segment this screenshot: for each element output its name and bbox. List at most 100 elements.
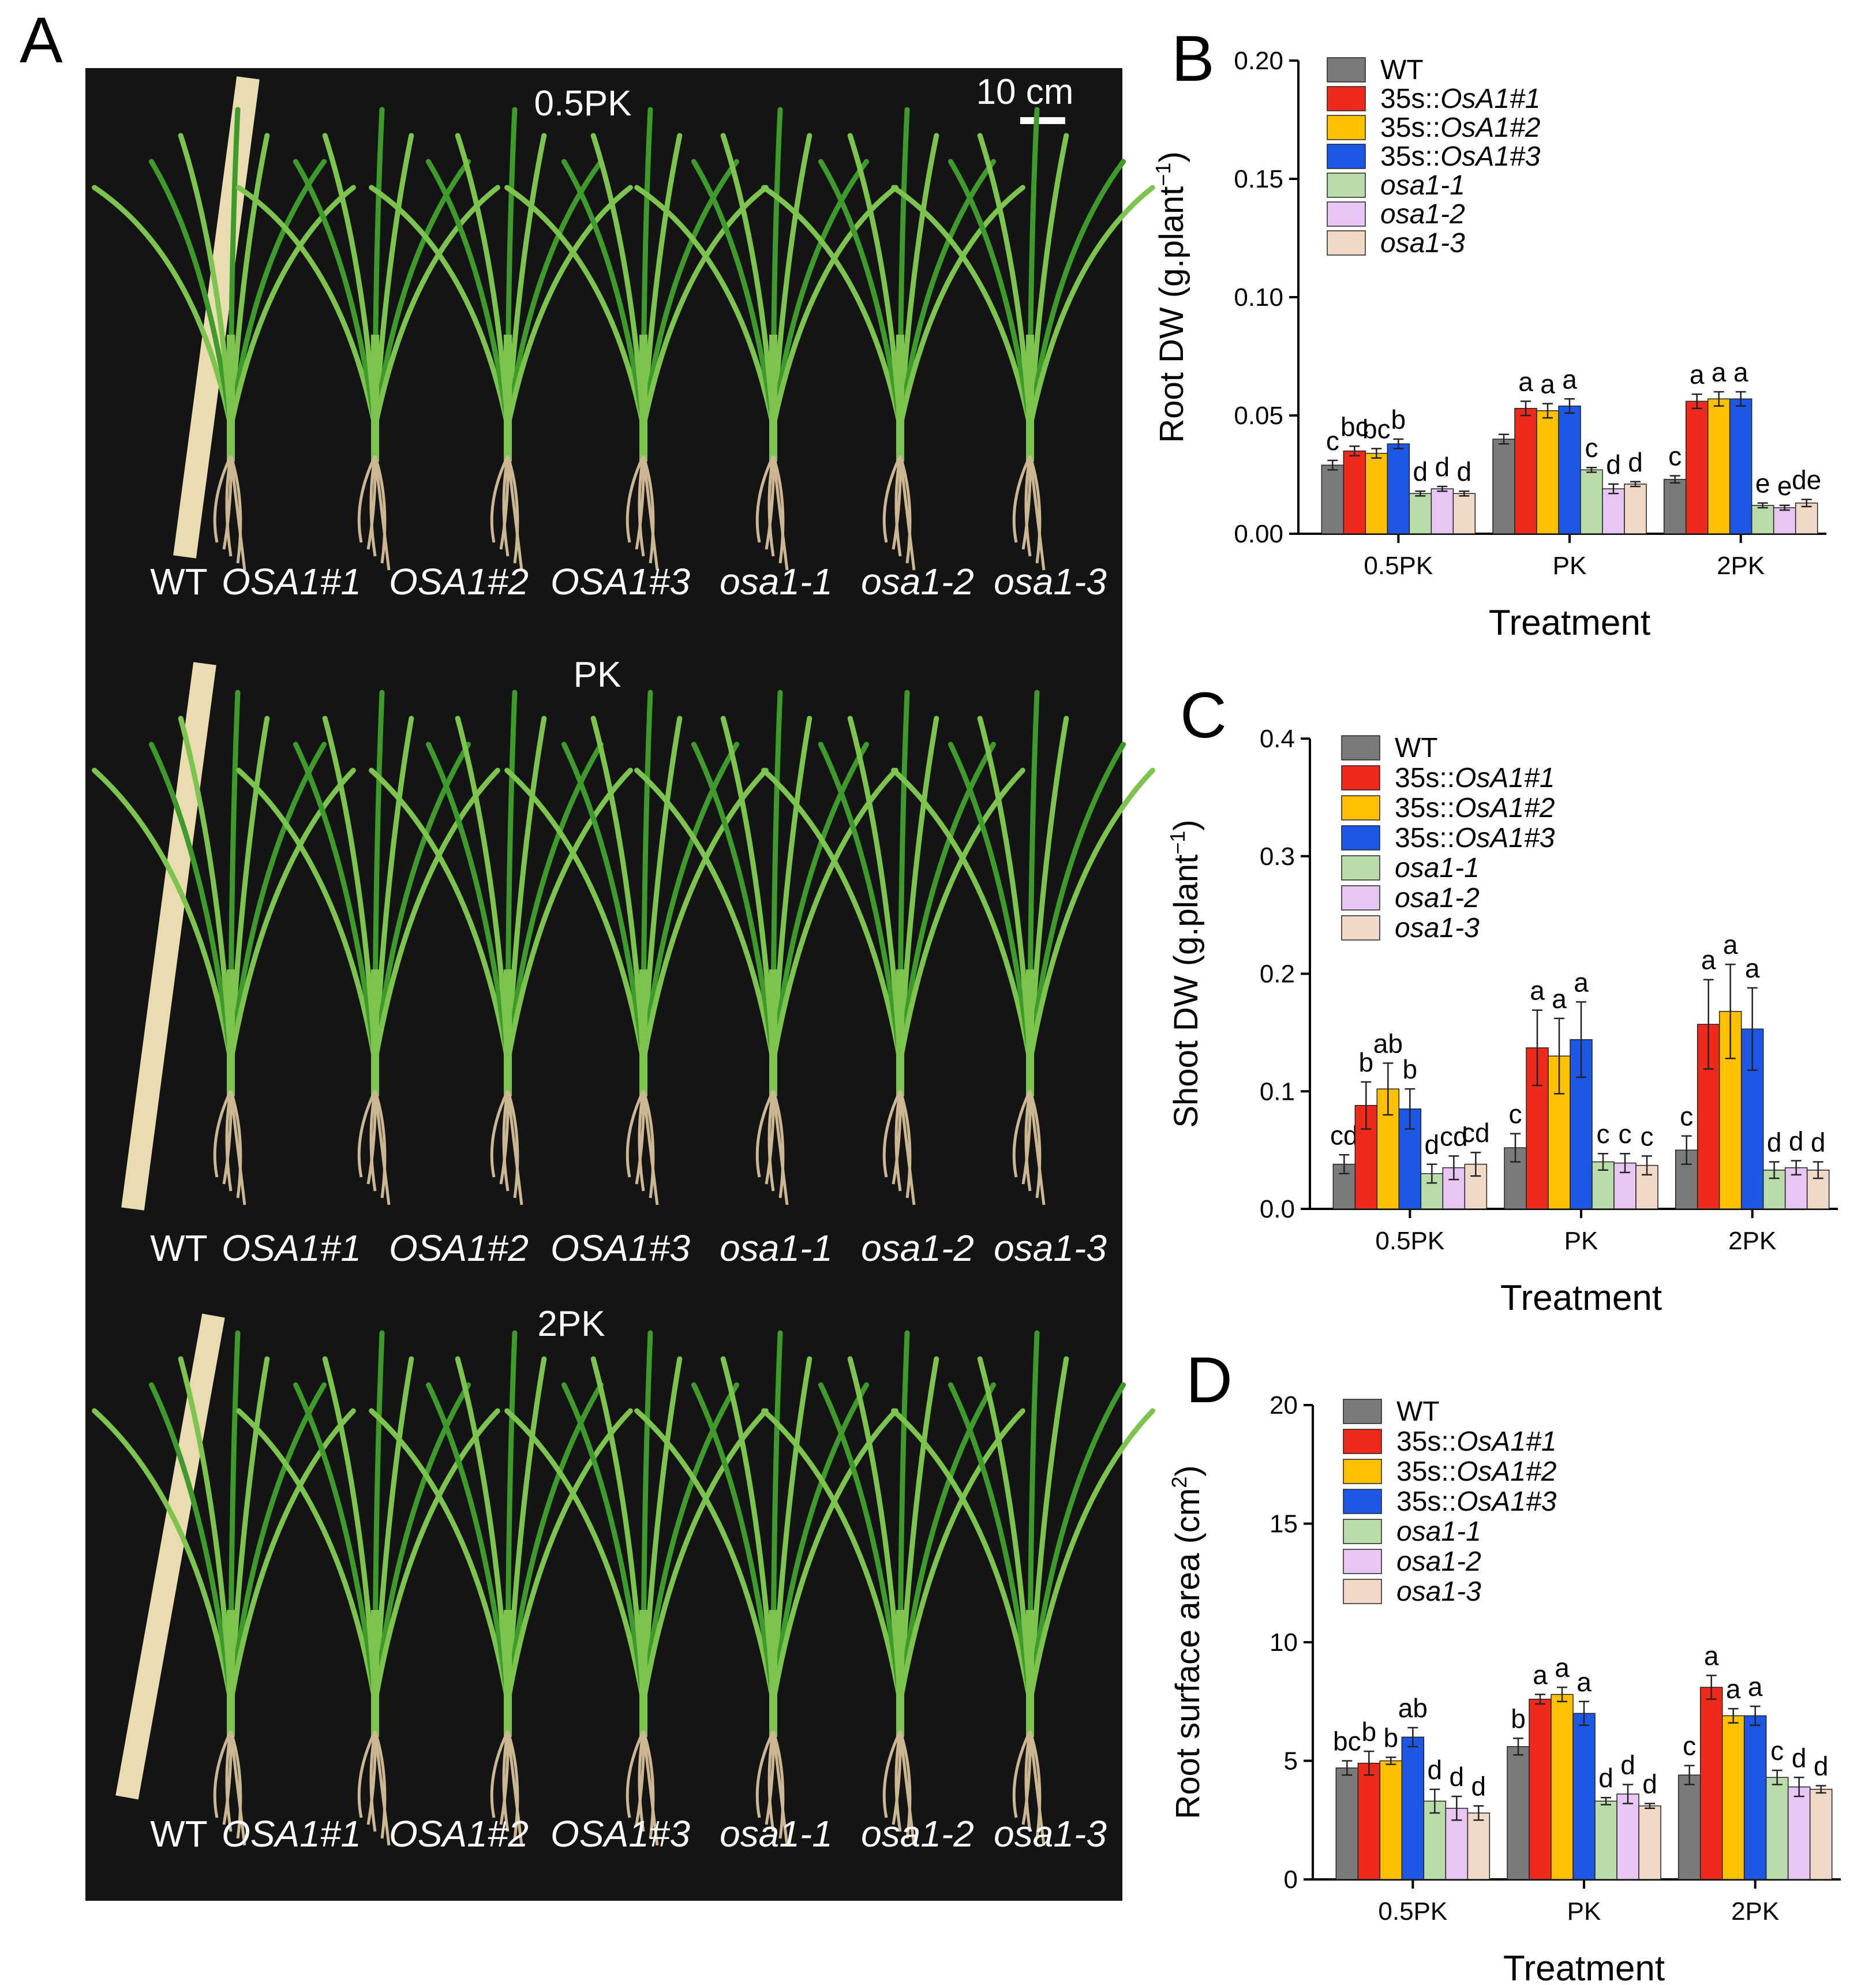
x-tick-label-0-5pk: 0.5PK bbox=[1375, 1227, 1444, 1255]
legend-swatch-35s-osa1-2 bbox=[1327, 115, 1366, 140]
leaf bbox=[634, 185, 776, 430]
bar-osa1-3-2pk bbox=[1795, 502, 1818, 534]
root bbox=[1028, 1090, 1046, 1205]
bar-35s-osa1-2-2pk bbox=[1721, 1715, 1745, 1880]
photo-genotype-label-osa1-2: osa1-2 bbox=[861, 561, 974, 602]
root bbox=[772, 1731, 789, 1846]
legend-label-prefix: 35s:: bbox=[1396, 1486, 1456, 1517]
legend-label-osa1-3: osa1-3 bbox=[1395, 913, 1480, 943]
root bbox=[373, 1731, 387, 1839]
bar-osa1-2-2pk bbox=[1773, 507, 1796, 534]
leaf bbox=[1027, 741, 1126, 1065]
significance-letter: d bbox=[1425, 1130, 1440, 1160]
legend-swatch-osa1-3 bbox=[1341, 915, 1380, 941]
significance-letter: b bbox=[1391, 405, 1406, 435]
photo-genotype-label-osa1-1: OSA1#1 bbox=[222, 561, 361, 602]
root bbox=[229, 455, 242, 564]
plant bbox=[369, 107, 633, 571]
significance-letter: a bbox=[1704, 1641, 1719, 1671]
legend-swatch-osa1-1 bbox=[1343, 1519, 1382, 1544]
significance-letter: d bbox=[1428, 1755, 1443, 1785]
root bbox=[898, 1731, 916, 1846]
chart-shoot-dw: 0.0 0.1 0.2 0.3 0.4 Shoot DW (g.plant−1) Treat… bbox=[1166, 725, 1838, 1318]
legend-label-prefix: 35s:: bbox=[1395, 763, 1455, 793]
x-tick-label-2pk: 2PK bbox=[1731, 1897, 1779, 1926]
photo-genotype-label-wt: WT bbox=[150, 1227, 208, 1269]
significance-letter: b bbox=[1511, 1703, 1526, 1733]
leaf bbox=[691, 159, 776, 430]
x-tick-label-pk: PK bbox=[1567, 1897, 1601, 1926]
plant bbox=[369, 690, 633, 1205]
legend-label-prefix: WT bbox=[1380, 55, 1424, 85]
root bbox=[755, 1730, 775, 1818]
photo-genotype-label-osa1-1: osa1-1 bbox=[720, 1227, 833, 1269]
bar-osa1-2-2pk bbox=[1787, 1786, 1811, 1880]
root bbox=[772, 1731, 785, 1839]
leaf bbox=[691, 1382, 776, 1705]
x-tick-label-pk: PK bbox=[1564, 1227, 1598, 1255]
x-tick-label-0-5pk: 0.5PK bbox=[1364, 552, 1433, 580]
root bbox=[502, 1731, 510, 1832]
y-axis-title-superscript: −1 bbox=[1151, 163, 1175, 186]
root bbox=[642, 1090, 659, 1205]
photo-genotype-label-osa1-2: OSA1#2 bbox=[389, 1813, 529, 1855]
significance-letter: b bbox=[1403, 1054, 1418, 1084]
legend-label-italic: osa1-2 bbox=[1396, 1546, 1481, 1577]
leaf bbox=[425, 159, 511, 430]
bar-35s-osa1-2-pk bbox=[1536, 410, 1559, 534]
root bbox=[357, 455, 377, 543]
leaf bbox=[770, 767, 898, 1065]
leaf bbox=[228, 185, 356, 430]
leaf bbox=[641, 741, 740, 1065]
bar-35s-osa1-1-0-5pk bbox=[1357, 1762, 1381, 1880]
leaf bbox=[372, 741, 471, 1065]
significance-letter: de bbox=[1792, 465, 1821, 495]
leaf bbox=[504, 185, 646, 430]
significance-letter: d bbox=[1792, 1743, 1807, 1773]
legend-label-italic: OsA1#3 bbox=[1440, 141, 1541, 172]
leaf bbox=[561, 159, 646, 430]
legend-label-italic: OsA1#2 bbox=[1440, 113, 1540, 143]
root bbox=[882, 1730, 902, 1818]
legend-label-prefix: 35s:: bbox=[1396, 1456, 1456, 1487]
bar-wt-2pk bbox=[1677, 1774, 1701, 1880]
root bbox=[882, 455, 902, 543]
significance-letter: ab bbox=[1398, 1693, 1428, 1723]
chart-root-surface-area: 0 5 10 15 20 Root surface area (cm2) Treatment… bbox=[1167, 1391, 1841, 1985]
y-tick-label: 0.00 bbox=[1234, 520, 1283, 548]
legend-swatch-osa1-1 bbox=[1327, 173, 1366, 198]
leaf bbox=[818, 159, 903, 430]
significance-letter: b bbox=[1359, 1047, 1374, 1077]
root bbox=[213, 1730, 233, 1818]
legend-label-prefix: 35s:: bbox=[1395, 793, 1455, 823]
photo-genotype-label-wt: WT bbox=[150, 561, 208, 602]
legend-label-italic: osa1-3 bbox=[1395, 913, 1480, 943]
significance-letter: bc bbox=[1333, 1726, 1361, 1756]
bar-35s-osa1-1-0-5pk bbox=[1343, 450, 1366, 534]
legend-label-osa1-2: osa1-2 bbox=[1380, 199, 1465, 230]
leaf bbox=[634, 1408, 776, 1705]
photo-genotype-label-wt: WT bbox=[150, 1813, 208, 1855]
leaf bbox=[1027, 1408, 1155, 1705]
legend-swatch-osa1-3 bbox=[1327, 230, 1366, 256]
root bbox=[357, 1089, 377, 1178]
root bbox=[1028, 455, 1046, 571]
leaf bbox=[634, 767, 776, 1065]
significance-letter: a bbox=[1726, 1674, 1741, 1704]
root bbox=[506, 1731, 523, 1846]
ruler bbox=[115, 1313, 225, 1800]
significance-letter: cd bbox=[1462, 1118, 1490, 1148]
root bbox=[767, 455, 775, 557]
root bbox=[1028, 1090, 1042, 1199]
significance-letter: d bbox=[1598, 1763, 1613, 1793]
leaf bbox=[641, 159, 740, 430]
photo-genotype-label-osa1-2: osa1-2 bbox=[861, 1813, 974, 1855]
legend-swatch-35s-osa1-1 bbox=[1341, 765, 1380, 791]
bar-wt-0-5pk bbox=[1321, 465, 1345, 534]
significance-letter: d bbox=[1814, 1751, 1829, 1781]
leaf bbox=[818, 741, 903, 1065]
legend-label-italic: OsA1#1 bbox=[1455, 763, 1555, 793]
root bbox=[894, 1090, 902, 1192]
root bbox=[373, 455, 387, 564]
bar-35s-osa1-3-pk bbox=[1572, 1713, 1596, 1880]
